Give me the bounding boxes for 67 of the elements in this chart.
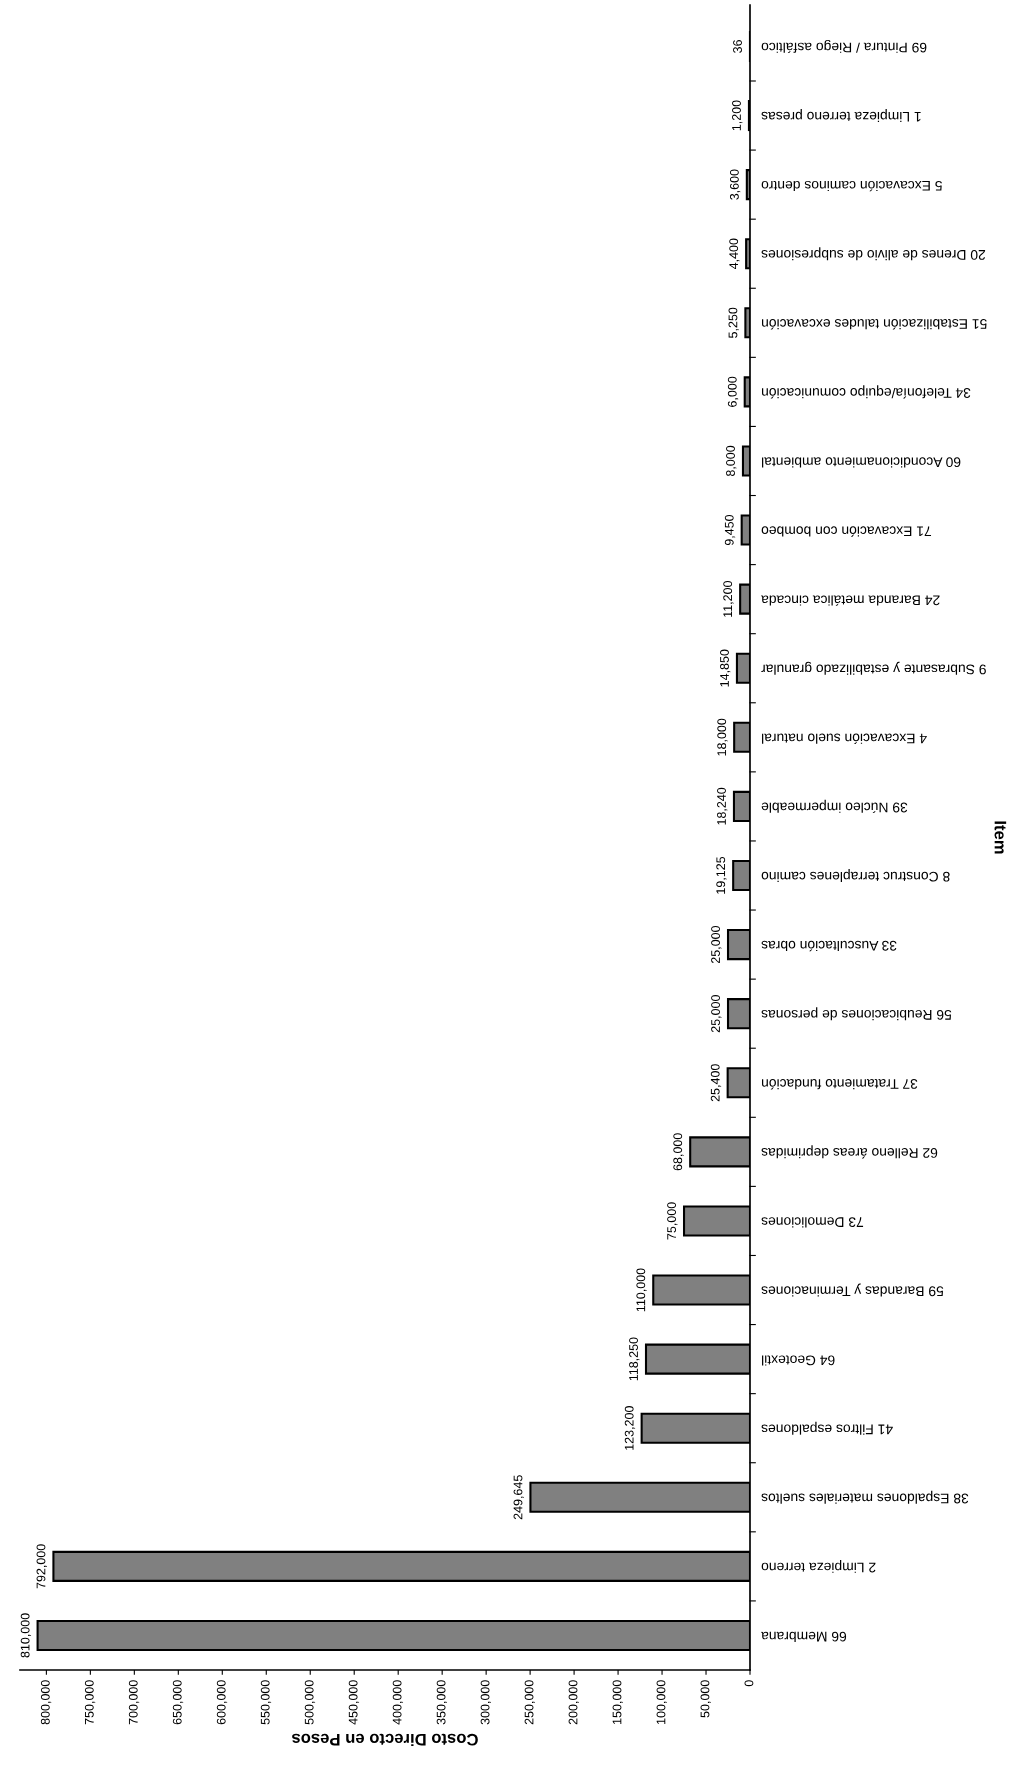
data-label: 118,250 [629, 1337, 640, 1381]
x-tick-label: 200,000 [568, 1680, 579, 1725]
data-label: 14,850 [720, 649, 731, 687]
y-tick-label: 66 Membrana [761, 1631, 847, 1642]
x-axis-title: Costo Directo en Pesos [292, 1733, 478, 1746]
y-tick-label: 4 Excavación suelo natural [762, 733, 927, 744]
y-tick-label: 59 Barandas y Terminaciones [761, 1283, 944, 1297]
data-label: 25,400 [710, 1064, 722, 1102]
data-label: 110,000 [636, 1268, 647, 1312]
x-tick-label: 250,000 [524, 1680, 535, 1725]
x-tick-label: 650,000 [172, 1680, 184, 1725]
y-tick-label: 60 Acondicionamiento ambiental [762, 457, 961, 468]
y-tick-label: 71 Excavación con bombeo [761, 526, 932, 537]
y-tick-label: 8 Construc terraplenes camino [761, 869, 950, 882]
data-label: 792,000 [36, 1544, 47, 1589]
y-tick-label: 20 Drenes de alivio de subpresiones [761, 247, 986, 261]
data-label: 8,000 [726, 445, 737, 477]
y-tick-label: 2 Limpieza terreno [761, 1559, 876, 1573]
x-tick-label: 150,000 [612, 1680, 623, 1724]
data-label: 810,000 [20, 1613, 32, 1658]
data-label: 3,600 [729, 169, 741, 200]
data-label: 25,000 [711, 925, 722, 964]
y-tick-label: 39 Núcleo impermeable [761, 799, 908, 813]
data-label: 18,000 [717, 718, 728, 756]
x-tick-label: 300,000 [480, 1680, 491, 1725]
y-tick-label: 37 Tratamiento fundación [762, 1079, 918, 1090]
x-tick-label: 450,000 [348, 1680, 360, 1725]
y-tick-label: 51 Estabilización taludes excavación [762, 319, 987, 330]
y-tick-label: 41 Filtros espaldones [761, 1421, 893, 1435]
y-tick-label: 1 Limpieza terreno presas [761, 109, 921, 123]
data-label: 6,000 [727, 376, 739, 407]
x-tick-label: 100,000 [656, 1680, 667, 1724]
x-tick-label: 400,000 [392, 1680, 404, 1725]
data-label: 36 [733, 40, 742, 53]
data-label: 1,200 [732, 100, 743, 131]
x-tick-label: 700,000 [128, 1680, 140, 1725]
data-label: 11,200 [723, 580, 734, 617]
x-tick-label: 350,000 [436, 1680, 447, 1725]
y-tick-label: 38 Espaldones materiales sueltos [761, 1490, 969, 1504]
data-label: 4,400 [729, 238, 740, 270]
y-tick-label: 5 Excavación caminos dentro [761, 180, 942, 192]
data-label: 9,450 [724, 514, 736, 546]
y-tick-label: 24 Baranda metálica cincada [761, 595, 940, 606]
y-tick-label: 9 Subrasante y estabilizado granular [761, 661, 986, 675]
y-tick-label: 34 Telefonía/equipo comunicación [762, 385, 971, 399]
data-label: 25,000 [711, 995, 722, 1033]
x-tick-label: 600,000 [216, 1680, 228, 1725]
x-tick-label: 500,000 [304, 1680, 316, 1725]
x-tick-label: 50,000 [700, 1680, 711, 1718]
y-tick-label: 64 Geotextil [762, 1355, 835, 1366]
data-label: 249,645 [513, 1475, 524, 1520]
x-tick-label: 800,000 [40, 1680, 52, 1725]
y-tick-label: 62 Relleno áreas deprimidas [761, 1145, 938, 1159]
data-label: 5,250 [728, 307, 739, 338]
data-label: 19,125 [716, 856, 727, 894]
x-tick-label: 550,000 [260, 1680, 272, 1725]
y-tick-label: 73 Demoliciones [761, 1217, 864, 1228]
data-label: 68,000 [673, 1133, 684, 1171]
data-label: 75,000 [667, 1202, 678, 1240]
x-tick-label: 0 [744, 1680, 754, 1687]
y-axis-title: Item [994, 821, 1007, 854]
x-tick-label: 750,000 [84, 1680, 96, 1725]
data-label: 123,200 [624, 1406, 636, 1450]
y-tick-label: 69 Pintura / Riego asfáltico [761, 39, 927, 54]
data-label: 18,240 [717, 787, 728, 825]
y-tick-label: 33 Auscultación obras [761, 940, 897, 952]
y-tick-label: 56 Reubicaciones de personas [761, 1007, 952, 1021]
